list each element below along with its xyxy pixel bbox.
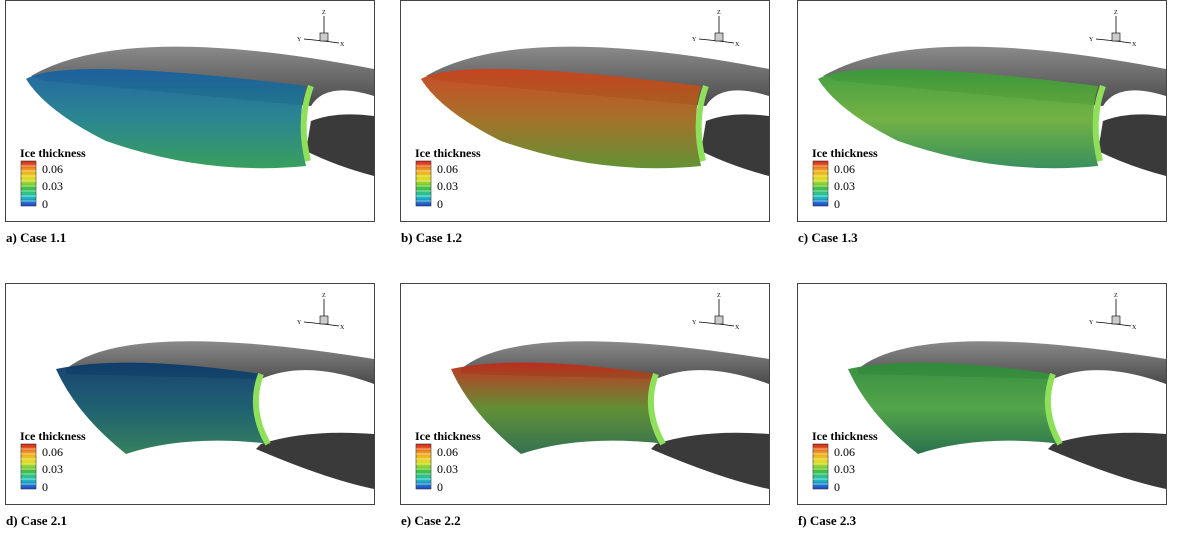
caption: e) Case 2.2 xyxy=(401,513,461,528)
legend-label: 0.03 xyxy=(42,462,63,476)
axis-label: Y xyxy=(692,37,697,43)
ice-region xyxy=(26,69,306,169)
legend-label: 0.06 xyxy=(437,445,458,459)
figure-panel: Z Y X Ice thickness 0.06 0.03 0 xyxy=(5,0,375,222)
colorbar xyxy=(812,443,829,490)
figure-panel: Z Y X Ice thickness 0.06 0.03 0 xyxy=(400,0,770,222)
ice-region xyxy=(848,362,1063,454)
ice-edge xyxy=(300,84,314,162)
axis-label: X xyxy=(735,325,740,331)
rendering: Z Y X Ice thickness 0.06 0.03 0 xyxy=(812,293,1166,494)
axis-box xyxy=(1111,32,1121,42)
legend-label: 0 xyxy=(42,480,48,494)
nacelle-lower xyxy=(306,114,374,176)
nacelle-lower xyxy=(256,432,374,489)
axis-label: Y xyxy=(297,320,302,326)
ice-region xyxy=(451,362,666,454)
ice-region xyxy=(818,69,1098,169)
axis-x xyxy=(1115,323,1132,327)
caption: d) Case 2.1 xyxy=(6,513,68,528)
axis-x xyxy=(718,40,735,44)
colorbar xyxy=(20,160,37,207)
figure-panel: Z Y X Ice thickness 0.06 0.03 0 xyxy=(797,0,1167,222)
axis-x xyxy=(323,40,340,44)
axis-label: X xyxy=(1132,325,1137,331)
axis-label: Y xyxy=(1089,37,1094,43)
legend-label: 0.06 xyxy=(834,162,855,176)
ice-edge xyxy=(1044,372,1063,446)
ice-region xyxy=(56,362,271,454)
legend-label: 0.06 xyxy=(437,162,458,176)
legend-title: Ice thickness xyxy=(812,146,878,160)
nacelle-lower xyxy=(651,432,769,489)
axis-label: Y xyxy=(297,37,302,43)
axis-box xyxy=(319,315,329,325)
legend-label: 0.06 xyxy=(42,445,63,459)
rendering: Z Y X Ice thickness 0.06 0.03 0 xyxy=(812,10,1166,211)
axis-label: X xyxy=(340,325,345,331)
caption: f) Case 2.3 xyxy=(798,513,857,528)
rendering: Z Y X Ice thickness 0.06 0.03 0 xyxy=(415,10,769,211)
rendering: Z Y X Ice thickness 0.06 0.03 0 xyxy=(20,293,374,494)
rendering: Z Y X Ice thickness 0.06 0.03 0 xyxy=(415,293,769,494)
colorbar xyxy=(415,160,432,207)
axis-x xyxy=(1115,40,1132,44)
axis-label: Z xyxy=(1114,10,1118,16)
axis-label: Z xyxy=(717,293,721,299)
axis-label: X xyxy=(1132,42,1137,48)
colorbar xyxy=(812,160,829,207)
caption: b) Case 1.2 xyxy=(401,230,463,245)
legend-label: 0 xyxy=(42,197,48,211)
ice-edge xyxy=(252,372,271,446)
legend-label: 0 xyxy=(834,197,840,211)
axis-label: X xyxy=(735,42,740,48)
caption: c) Case 1.3 xyxy=(798,230,858,245)
figure-panel: Z Y X Ice thickness 0.06 0.03 0 xyxy=(5,283,375,505)
axis-label: Z xyxy=(717,10,721,16)
axis-box xyxy=(319,32,329,42)
ice-edge xyxy=(695,84,709,162)
legend-label: 0.03 xyxy=(437,462,458,476)
nacelle-lower xyxy=(701,114,769,176)
legend-title: Ice thickness xyxy=(812,429,878,443)
rendering: Z Y X Ice thickness 0.06 0.03 0 xyxy=(20,10,374,211)
axis-label: X xyxy=(340,42,345,48)
figure-panel: Z Y X Ice thickness 0.06 0.03 0 xyxy=(797,283,1167,505)
legend-label: 0 xyxy=(437,480,443,494)
legend-label: 0.06 xyxy=(834,445,855,459)
legend-title: Ice thickness xyxy=(20,146,86,160)
colorbar xyxy=(415,443,432,490)
axis-label: Z xyxy=(322,293,326,299)
axis-label: Y xyxy=(692,320,697,326)
axis-label: Z xyxy=(322,10,326,16)
legend-title: Ice thickness xyxy=(415,146,481,160)
caption: a) Case 1.1 xyxy=(6,230,67,245)
ice-edge xyxy=(1092,84,1106,162)
colorbar xyxy=(20,443,37,490)
legend-label: 0.03 xyxy=(834,179,855,193)
axis-x xyxy=(718,323,735,327)
legend-title: Ice thickness xyxy=(20,429,86,443)
legend-label: 0.03 xyxy=(42,179,63,193)
axis-label: Y xyxy=(1089,320,1094,326)
axis-label: Z xyxy=(1114,293,1118,299)
legend-label: 0 xyxy=(437,197,443,211)
nacelle-lower xyxy=(1098,114,1166,176)
axis-x xyxy=(323,323,340,327)
figure-panel: Z Y X Ice thickness 0.06 0.03 0 xyxy=(400,283,770,505)
legend-label: 0.03 xyxy=(437,179,458,193)
axis-box xyxy=(714,32,724,42)
nacelle-lower xyxy=(1048,432,1166,489)
axis-box xyxy=(1111,315,1121,325)
legend-title: Ice thickness xyxy=(415,429,481,443)
ice-edge xyxy=(647,372,666,446)
legend-label: 0.06 xyxy=(42,162,63,176)
axis-box xyxy=(714,315,724,325)
ice-region xyxy=(421,69,701,169)
legend-label: 0 xyxy=(834,480,840,494)
legend-label: 0.03 xyxy=(834,462,855,476)
